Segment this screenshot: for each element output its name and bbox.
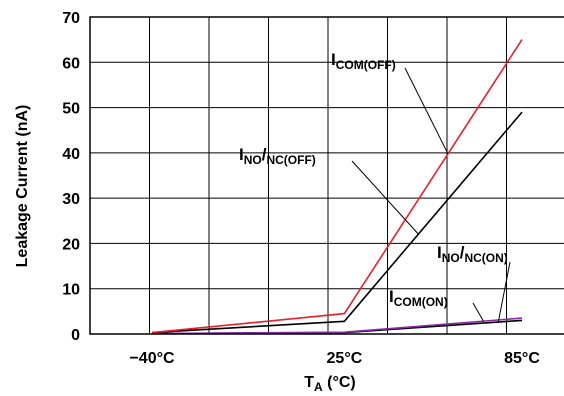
annotation-icom-on-main: I <box>389 287 394 306</box>
series-line-1 <box>151 111 523 334</box>
x-axis-label-unit: (°C) <box>323 374 356 391</box>
x-tick-labels: −40°C 25°C 85°C <box>129 350 540 367</box>
annotation-icom-off-sub: COM(OFF) <box>336 58 396 72</box>
series-lines <box>151 39 523 335</box>
leader-line-0 <box>404 67 449 155</box>
y-tick-label-0: 0 <box>71 327 80 344</box>
y-tick-labels: 0 10 20 30 40 50 60 70 <box>62 10 80 344</box>
annotation-ino-nc-off-sub: NO <box>244 153 262 167</box>
leader-line-1 <box>351 160 419 235</box>
annotation-ino-nc-on-sub: NO <box>442 251 460 265</box>
leader-line-2 <box>497 261 511 323</box>
x-axis-label-sub: A <box>314 380 323 394</box>
annotation-ino-nc-off: INO/NC(OFF) <box>239 145 316 167</box>
y-axis-label: Leakage Current (nA) <box>14 105 31 268</box>
annotation-ino-nc-on-sub2: NC(ON) <box>464 251 507 265</box>
x-tick-label-0: −40°C <box>129 350 175 367</box>
grid <box>90 16 564 335</box>
y-tick-label-5: 50 <box>62 101 80 118</box>
x-tick-label-1: 25°C <box>327 350 363 367</box>
y-tick-label-3: 30 <box>62 191 80 208</box>
annotation-ino-nc-off-sub2: NC(OFF) <box>266 153 315 167</box>
series-line-3 <box>151 317 523 335</box>
annotation-icom-on: ICOM(ON) <box>389 287 448 309</box>
leader-line-3 <box>472 302 484 322</box>
x-tick-label-2: 85°C <box>504 350 540 367</box>
y-tick-label-4: 40 <box>62 146 80 163</box>
annotation-ino-nc-on-main: I <box>437 243 442 262</box>
y-tick-label-1: 10 <box>62 282 80 299</box>
annotation-leaders <box>351 67 511 323</box>
y-tick-label-7: 70 <box>62 10 80 27</box>
x-axis-label-main: T <box>304 374 314 391</box>
annotation-ino-nc-off-main: I <box>239 145 244 164</box>
annotation-ino-nc-off-slash: / <box>262 145 267 164</box>
x-axis-label: TA (°C) <box>304 374 356 394</box>
annotation-ino-nc-on: INO/NC(ON) <box>437 243 508 265</box>
annotation-icom-off: ICOM(OFF) <box>331 50 396 72</box>
annotation-icom-on-sub: COM(ON) <box>394 295 448 309</box>
y-tick-label-2: 20 <box>62 236 80 253</box>
plot-frame <box>89 16 564 335</box>
annotation-icom-off-main: I <box>331 50 336 69</box>
y-tick-label-6: 60 <box>62 55 80 72</box>
series-line-0 <box>151 39 523 334</box>
annotation-ino-nc-on-slash: / <box>460 243 465 262</box>
